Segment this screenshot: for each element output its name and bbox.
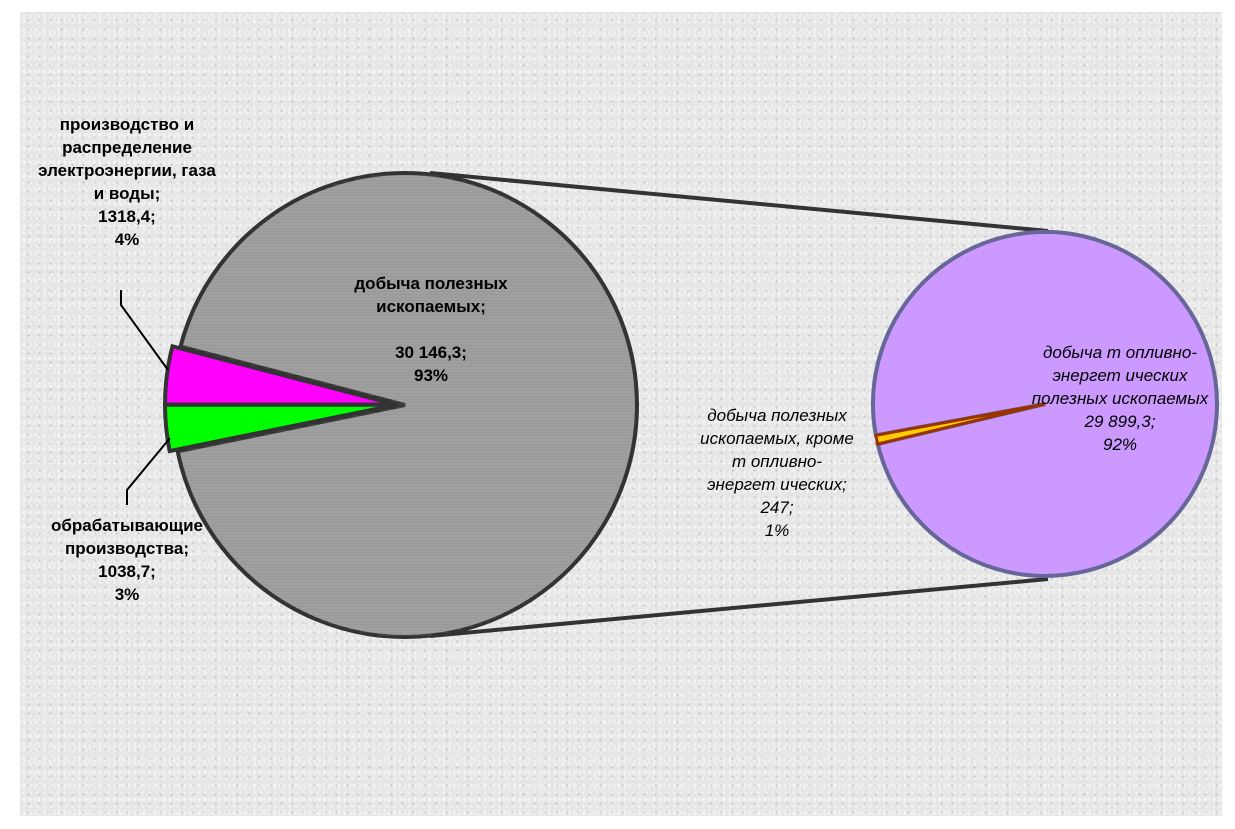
label-manufacturing: обрабатывающие производства; 1038,7; 3% — [51, 516, 203, 604]
label-utilities: производство и распределение электроэнерги… — [38, 115, 216, 249]
slice-non-fuel — [874, 402, 1046, 446]
label-fuel-energy: добыча т опливно-энергет ических полезных… — [1032, 343, 1209, 454]
slice-manufacturing — [162, 402, 398, 454]
slice-mining-texture — [176, 175, 634, 636]
slice-mining — [175, 171, 639, 639]
connector-bottom — [429, 577, 1049, 638]
leader-utilities — [120, 290, 169, 371]
connector-top — [429, 171, 1049, 233]
label-non-fuel: добыча полезных ископаемых, кроме т опливн… — [700, 406, 854, 540]
label-mining: добыча полезных ископаемых; 30 146,3; 93% — [354, 274, 508, 385]
leader-manufacturing — [126, 437, 171, 505]
